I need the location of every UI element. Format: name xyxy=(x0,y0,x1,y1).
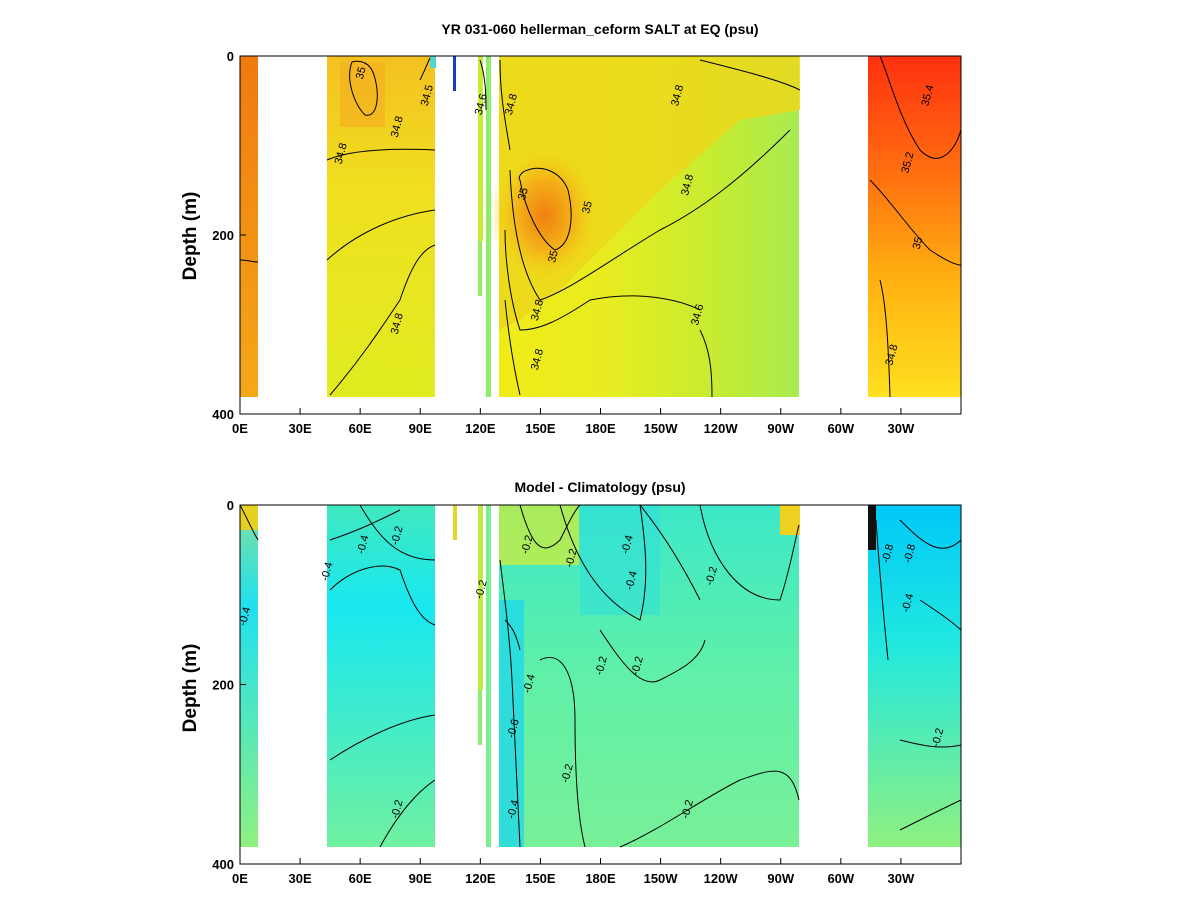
x-tick-label: 60W xyxy=(827,421,854,436)
y-tick-label: 200 xyxy=(212,228,234,243)
contour-label: -0.4 xyxy=(521,673,538,694)
contour-label: -0.8 xyxy=(902,543,919,564)
x-tick-label: 90E xyxy=(409,871,432,886)
x-tick-label: 180E xyxy=(585,871,616,886)
contour-label: 34.8 xyxy=(333,142,350,166)
x-tick-label: 150W xyxy=(644,871,679,886)
contour-label: 34.8 xyxy=(389,115,406,139)
x-tick-label: 150E xyxy=(525,871,556,886)
contour-label: -0.2 xyxy=(473,579,490,600)
y-tick-label: 400 xyxy=(212,407,234,422)
contour-label: 34.6 xyxy=(689,303,706,327)
x-tick-label: 60W xyxy=(827,871,854,886)
contour-label: -0.6 xyxy=(505,718,522,739)
panel-2-x-ticks: 0E 30E 60E 90E 120E 150E 180E 150W 120W 90W 60W 30W xyxy=(232,858,915,886)
x-tick-label: 120E xyxy=(465,421,496,436)
contour-label: 35 xyxy=(580,200,595,215)
panel-2-title: Model - Climatology (psu) xyxy=(514,479,685,495)
contour-label: 35 xyxy=(354,66,369,81)
y-tick-label: 0 xyxy=(227,498,234,513)
contour-label: -0.2 xyxy=(563,547,580,568)
contour-label: 34.6 xyxy=(473,93,490,117)
x-tick-label: 60E xyxy=(349,871,372,886)
contour-label: 35.4 xyxy=(919,84,936,108)
contour-label: 35 xyxy=(516,186,531,201)
x-tick-label: 180E xyxy=(585,421,616,436)
panel-difference: Model - Climatology (psu) Depth (m) xyxy=(180,479,962,886)
x-tick-label: 30W xyxy=(888,871,915,886)
x-tick-label: 30E xyxy=(289,421,312,436)
panel-1-ylabel: Depth (m) xyxy=(180,192,201,281)
y-tick-label: 400 xyxy=(212,857,234,872)
y-tick-label: 200 xyxy=(212,678,234,693)
contour-label: 35.2 xyxy=(899,151,916,175)
x-tick-label: 120W xyxy=(704,421,739,436)
x-tick-label: 60E xyxy=(349,421,372,436)
x-tick-label: 30W xyxy=(888,421,915,436)
panel-2-ylabel: Depth (m) xyxy=(180,644,201,733)
contour-label: -0.8 xyxy=(880,543,897,564)
contour-label: -0.4 xyxy=(900,592,917,613)
contour-label: 35 xyxy=(546,249,561,264)
x-tick-label: 120W xyxy=(704,871,739,886)
contour-label: 34.8 xyxy=(389,312,406,336)
panel-1-y-ticks: 0 200 400 xyxy=(212,49,246,422)
contour-label: -0.2 xyxy=(629,655,646,676)
x-tick-label: 120E xyxy=(465,871,496,886)
contour-label: 34.8 xyxy=(503,93,520,117)
x-tick-label: 0E xyxy=(232,871,248,886)
contour-label: 34.8 xyxy=(529,348,546,372)
panel-salinity: YR 031-060 hellerman_ceform SALT at EQ (… xyxy=(180,21,962,436)
contour-label: 34.8 xyxy=(529,298,546,322)
contour-label: 35 xyxy=(911,236,926,251)
panel-1-field xyxy=(240,56,961,397)
contour-label: -0.4 xyxy=(623,570,640,591)
panel-1-title: YR 031-060 hellerman_ceform SALT at EQ (… xyxy=(441,21,758,37)
contour-label: -0.4 xyxy=(355,534,372,555)
contour-label: -0.2 xyxy=(704,565,721,586)
contour-label: -0.4 xyxy=(505,799,522,820)
panel-1-contours xyxy=(239,55,962,398)
contour-label: 34.8 xyxy=(669,84,686,108)
contour-label: -0.2 xyxy=(389,799,406,820)
panel-1-x-ticks: 0E 30E 60E 90E 120E 150E 180E 150W 120W 90W 60W 30W xyxy=(232,408,915,436)
contour-label: -0.2 xyxy=(930,727,947,748)
contour-label: -0.2 xyxy=(593,655,610,676)
contour-label: -0.4 xyxy=(619,534,636,555)
panel-2-contour-labels: -0.4 -0.4 -0.4 -0.2 -0.2 -0.2 -0.2 -0.4 -0.4 -0.2… xyxy=(237,525,946,820)
contour-label: -0.2 xyxy=(519,534,536,555)
y-tick-label: 0 xyxy=(227,49,234,64)
contour-label: 34.8 xyxy=(883,343,900,367)
x-tick-label: 90W xyxy=(767,871,794,886)
contour-label: 34.8 xyxy=(679,173,696,197)
x-tick-label: 150W xyxy=(644,421,679,436)
contour-label: -0.2 xyxy=(679,799,696,820)
panel-1-contour-labels: 35 34.5 34.8 34.8 34.6 34.8 35 35 35 34.8 34.8 34.8… xyxy=(333,66,937,372)
contour-label: 34.5 xyxy=(419,84,436,108)
contour-label: -0.4 xyxy=(237,606,254,627)
x-tick-label: 90W xyxy=(767,421,794,436)
x-tick-label: 150E xyxy=(525,421,556,436)
panel-2-contours xyxy=(239,504,962,848)
panel-2-field xyxy=(240,505,961,847)
contour-label: -0.2 xyxy=(389,525,406,546)
x-tick-label: 0E xyxy=(232,421,248,436)
x-tick-label: 90E xyxy=(409,421,432,436)
x-tick-label: 30E xyxy=(289,871,312,886)
contour-label: -0.2 xyxy=(559,763,576,784)
contour-label: -0.4 xyxy=(319,561,336,582)
panel-2-y-ticks: 0 200 400 xyxy=(212,498,246,872)
